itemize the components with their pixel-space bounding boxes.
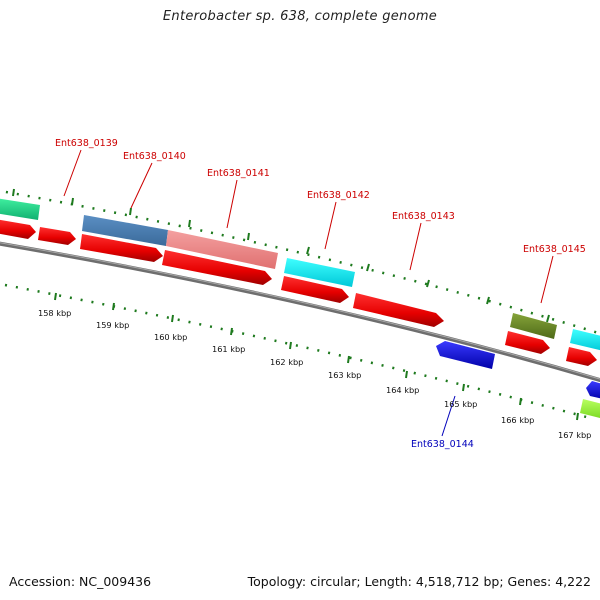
gene-blue-edge	[586, 381, 600, 399]
kbp-label: 164 kbp	[386, 385, 419, 395]
gene-label-0139: Ent638_0139	[55, 138, 118, 149]
inner-tick-track	[4, 283, 591, 420]
cds-arrow-3	[80, 234, 163, 262]
gene-label-0144: Ent638_0144	[411, 439, 474, 450]
cds-arrow-1	[0, 219, 36, 239]
feature-block-mint	[0, 198, 40, 220]
feature-block-pink	[166, 230, 278, 269]
cds-arrow-7	[505, 331, 550, 354]
kbp-label: 158 kbp	[38, 308, 71, 318]
gene-label-0142: Ent638_0142	[307, 190, 370, 201]
genome-backbone	[0, 241, 600, 383]
feature-block-olive	[510, 313, 557, 339]
cds-arrow-8	[566, 347, 597, 366]
kbp-label: 166 kbp	[501, 415, 534, 425]
gene-label-0140: Ent638_0140	[123, 151, 186, 162]
cds-arrow-5	[281, 276, 349, 303]
map-title: Enterobacter sp. 638, complete genome	[162, 9, 438, 24]
genome-summary-text: Topology: circular; Length: 4,518,712 bp…	[247, 574, 591, 589]
cds-arrow-4	[162, 250, 272, 285]
gene-label-0145: Ent638_0145	[523, 244, 586, 255]
feature-block-lime	[580, 399, 600, 418]
label-leaders	[63, 149, 554, 437]
kbp-label: 161 kbp	[212, 344, 245, 354]
accession-text: Accession: NC_009436	[9, 574, 152, 589]
kbp-label: 165 kbp	[444, 399, 477, 409]
kbp-label: 162 kbp	[270, 357, 303, 367]
cds-arrow-6	[353, 293, 444, 327]
genome-backbone-highlight	[0, 242, 600, 380]
feature-block-cyan-edge	[570, 329, 600, 351]
feature-block-steelblue	[82, 215, 168, 246]
gene-ent638-0144	[436, 341, 495, 369]
feature-block-cyan-0142	[284, 258, 355, 287]
kbp-label: 163 kbp	[328, 370, 361, 380]
gene-label-0143: Ent638_0143	[392, 211, 455, 222]
cds-arrow-2	[38, 227, 76, 245]
outer-major-ticks	[12, 188, 550, 323]
kbp-label: 160 kbp	[154, 332, 187, 342]
inner-major-ticks	[54, 292, 579, 421]
gene-label-0141: Ent638_0141	[207, 168, 270, 179]
kbp-label: 159 kbp	[96, 320, 129, 330]
kbp-label: 167 kbp	[558, 430, 591, 440]
